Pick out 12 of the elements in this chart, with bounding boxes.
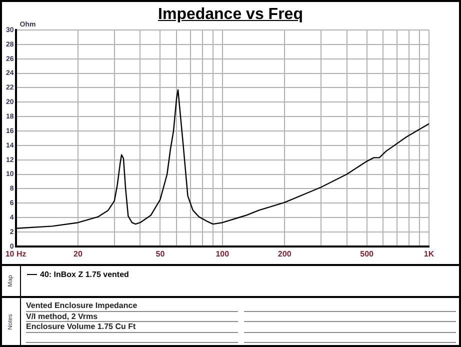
text: Vented Enclosure Impedance [26,301,238,312]
x-tick-label: 50 [156,249,166,258]
text: Enclosure Volume 1.75 Cu Ft [26,322,238,332]
x-tick-label: 500 [360,249,374,258]
x-tick-label: 1K [424,249,434,258]
legend-label: 40: InBox Z 1.75 vented [40,270,129,279]
text: V/I method, 2 Vrms [26,312,238,322]
x-tick-label: 20 [74,249,83,258]
x-tick-label: 100 [216,249,230,258]
chart-title: Impedance vs Freq [158,6,303,23]
x-tick-label: 10 Hz [5,249,26,258]
x-tick-label: 200 [278,249,292,258]
